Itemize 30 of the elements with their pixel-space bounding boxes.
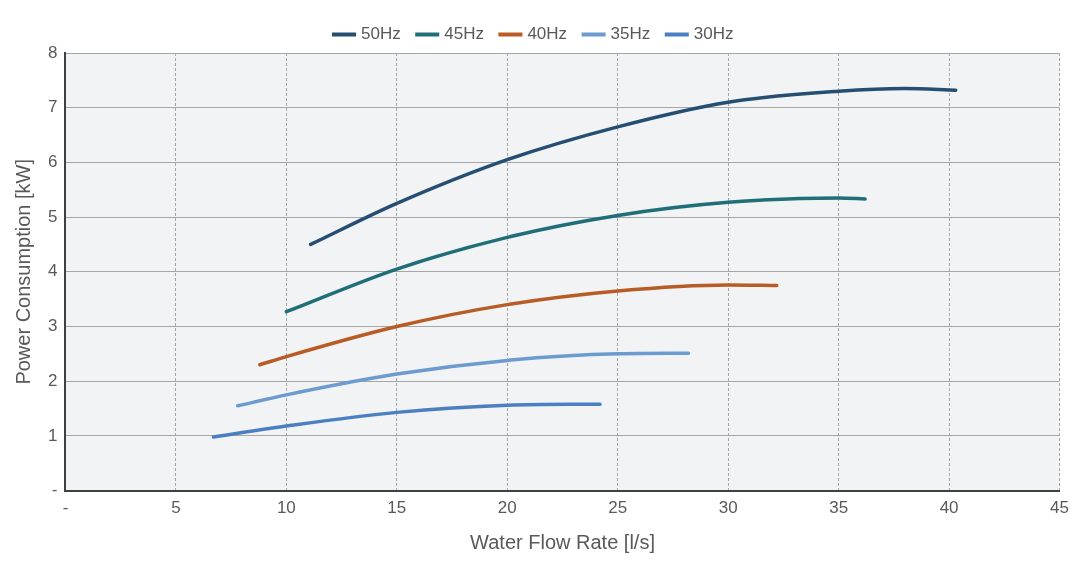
line-series (284, 196, 867, 314)
line-series (211, 402, 602, 439)
y-tick-label: 2 (47, 370, 58, 390)
x-tick-label: 25 (608, 498, 628, 518)
line-series (258, 283, 779, 367)
legend-label: 35Hz (610, 24, 651, 44)
x-tick-label: 10 (276, 498, 296, 518)
y-tick-label: 8 (47, 42, 58, 62)
x-tick-label: 35 (829, 498, 849, 518)
x-tick-label: 30 (718, 498, 738, 518)
x-axis-title: Water Flow Rate [l/s] (470, 530, 655, 553)
y-tick-label: 4 (47, 261, 58, 281)
legend-label: 50Hz (361, 24, 401, 44)
line-series (308, 86, 958, 247)
x-tick-label: 40 (939, 498, 959, 518)
y-axis-title: Power Consumption [kW] (11, 158, 34, 385)
legend-label: 45Hz (444, 24, 484, 44)
legend-label: 30Hz (693, 24, 734, 44)
x-tick-label: 20 (497, 498, 517, 518)
legend-label: 40Hz (527, 24, 568, 44)
x-tick-label: 5 (171, 498, 181, 518)
y-tick-label: - (51, 480, 58, 500)
y-tick-label: 1 (47, 425, 58, 445)
y-tick-label: 3 (47, 316, 58, 336)
y-tick-label: 6 (47, 152, 58, 172)
line-series (236, 351, 691, 408)
y-tick-label: 5 (47, 206, 58, 226)
x-tick-label: 45 (1050, 498, 1070, 518)
y-tick-label: 7 (47, 97, 58, 117)
x-tick-label: 15 (387, 498, 407, 518)
